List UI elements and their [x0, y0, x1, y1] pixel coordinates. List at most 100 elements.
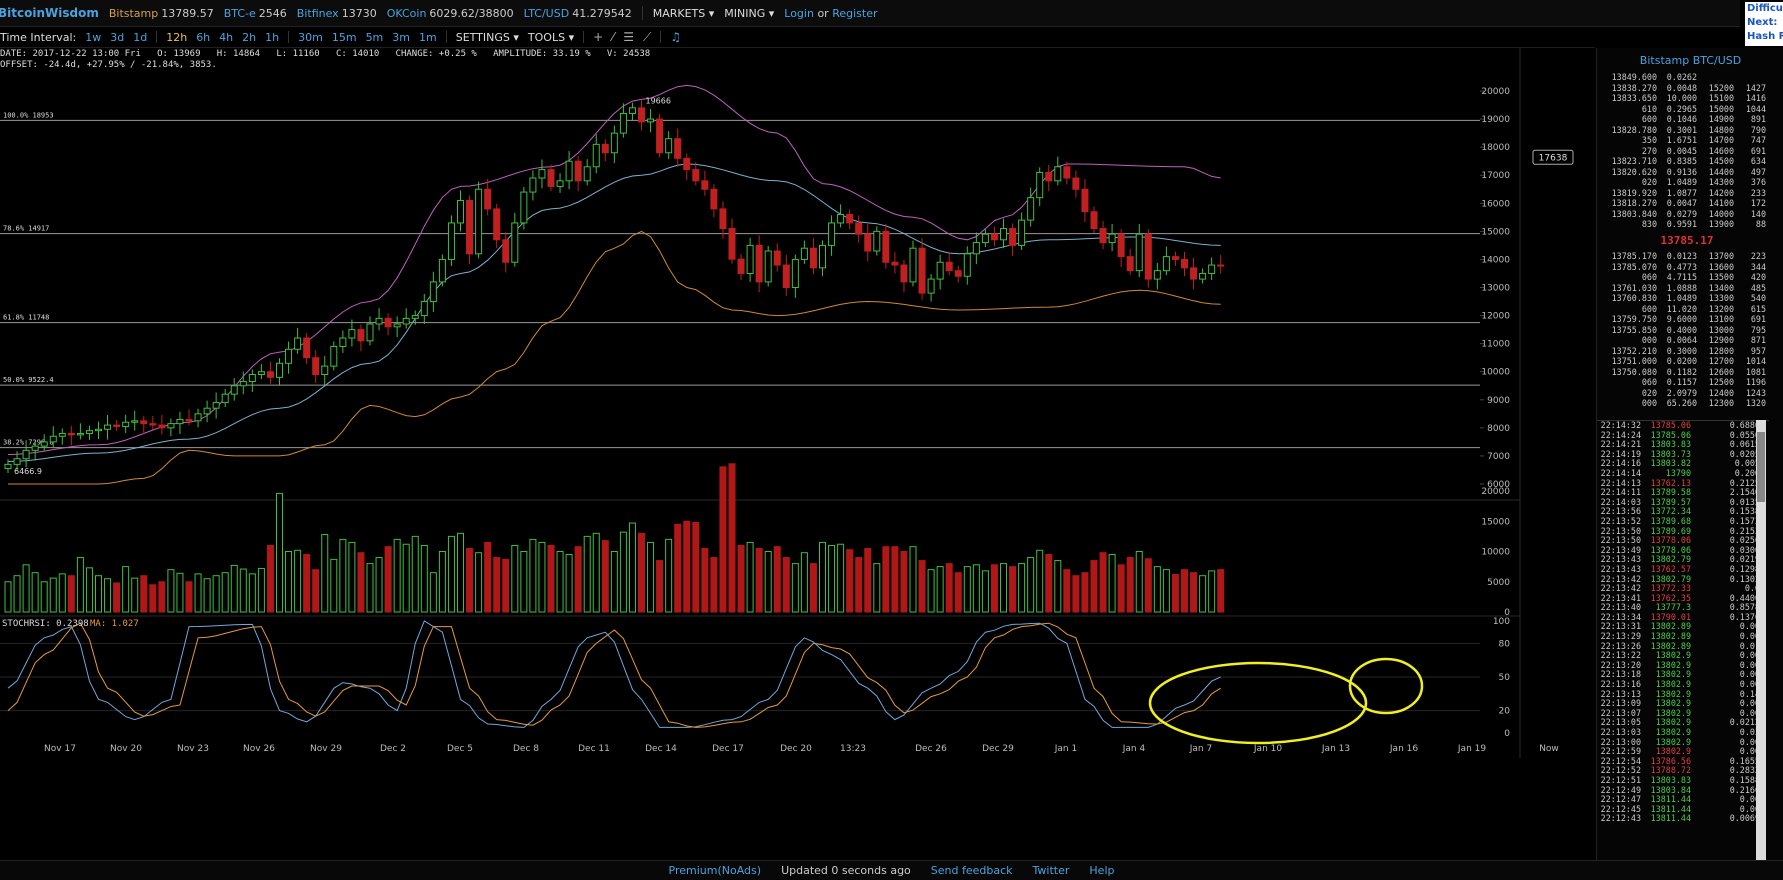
ask-row[interactable]: 13803.840 0.0279 14000 140 [1597, 209, 1766, 220]
interval-1m[interactable]: 1m [419, 30, 437, 44]
interval-3d[interactable]: 3d [110, 30, 125, 44]
volume-bar [556, 551, 564, 613]
interval-15m[interactable]: 15m [331, 30, 357, 44]
interval-5m[interactable]: 5m [365, 30, 384, 44]
ticker-btce[interactable]: BTC-e 2546 [223, 6, 287, 20]
x-axis-label: Dec 20 [780, 744, 812, 754]
volume-bar [773, 546, 781, 613]
trade-time: 22:13:16 [1600, 679, 1641, 690]
bid-row[interactable]: 13760.830 1.0489 13300 540 [1597, 293, 1766, 304]
interval-3m[interactable]: 3m [392, 30, 410, 44]
candle-body [1054, 166, 1062, 182]
ticker-bitstamp[interactable]: Bitstamp 13789.57 [108, 6, 214, 20]
mining-menu[interactable]: MINING ▾ [724, 6, 775, 20]
difficulty-panel[interactable]: Difficu Next: Hash R [1745, 2, 1783, 46]
trade-price: 13785.06 [1650, 420, 1691, 430]
candle-body [918, 247, 926, 294]
volume-bar [4, 581, 12, 613]
volume-bar [1009, 566, 1017, 613]
ask-row-price: 600 [1641, 114, 1657, 124]
candle-body [13, 458, 21, 465]
ask-row[interactable]: 13838.270 0.0048 15200 1427 [1597, 83, 1766, 94]
interval-12h[interactable]: 12h [166, 30, 188, 44]
ask-row-depth-total: 1416 [1745, 93, 1766, 103]
register-link[interactable]: Register [832, 6, 878, 20]
ask-row[interactable]: 600 0.1046 14900 891 [1597, 114, 1766, 125]
ask-row[interactable]: 13833.650 10.000 15100 1416 [1597, 93, 1766, 104]
alert-icon[interactable]: ♫ [670, 30, 682, 44]
bid-row[interactable]: 13785.070 0.4773 13600 344 [1597, 262, 1766, 273]
ask-row[interactable]: 13823.710 0.8385 14500 634 [1597, 156, 1766, 167]
ask-row[interactable]: 350 1.6751 14700 747 [1597, 135, 1766, 146]
stoch-tick-label: 100 [1493, 617, 1510, 627]
trade-time: 22:12:45 [1600, 803, 1641, 814]
ask-row[interactable]: 610 0.2965 15000 1044 [1597, 104, 1766, 115]
candle-body [248, 374, 256, 383]
trades-scrollbar[interactable] [1756, 420, 1766, 860]
brand-logo[interactable]: BitcoinWisdom [0, 6, 99, 20]
bid-row[interactable]: 13761.030 1.0888 13400 485 [1597, 283, 1766, 294]
divider [445, 31, 447, 43]
volume-bar [1090, 560, 1098, 613]
feedback-link[interactable]: Send feedback [930, 864, 1013, 877]
twitter-link[interactable]: Twitter [1032, 864, 1070, 877]
bid-row[interactable]: 020 2.0979 12400 1243 [1597, 388, 1766, 399]
ticker-okcoin[interactable]: OKCoin 6029.62/38800 [386, 6, 514, 20]
ask-row[interactable]: 13819.920 1.0877 14200 233 [1597, 188, 1766, 199]
candle-body [656, 118, 664, 154]
trades-scroll-thumb[interactable] [1757, 432, 1765, 502]
ask-row[interactable]: 830 0.9591 13900 88 [1597, 219, 1766, 230]
hline-icon[interactable]: ☰ [623, 30, 634, 44]
interval-1d[interactable]: 1d [133, 30, 148, 44]
candle-body [294, 337, 302, 350]
candle-body [610, 132, 618, 154]
interval-2h[interactable]: 2h [242, 30, 257, 44]
trade-time: 22:14:14 [1600, 467, 1641, 478]
bid-row[interactable]: 13759.750 9.6000 13100 691 [1597, 314, 1766, 325]
ask-row[interactable]: 13828.780 0.3001 14800 790 [1597, 125, 1766, 136]
trade-amount: 0.007 [1739, 707, 1765, 718]
bid-row[interactable]: 13755.850 0.4000 13000 795 [1597, 325, 1766, 336]
trade-row: 22:13:07 13802.9 0.007 [1597, 707, 1769, 719]
market-title[interactable]: Bitstamp BTC/USD [1639, 54, 1742, 67]
trade-row: 22:13:43 13762.57 0.12982 [1597, 564, 1769, 575]
candle-body [909, 247, 917, 283]
fib-level-label: 50.0% 9522.4 [3, 376, 54, 384]
trade-row: 22:13:13 13802.9 0.149 [1597, 689, 1769, 700]
bid-row[interactable]: 13750.080 0.1182 12600 1081 [1597, 367, 1766, 378]
price-tick-label: 14000 [1481, 255, 1510, 265]
ask-row[interactable]: 020 1.0489 14300 376 [1597, 177, 1766, 188]
ask-row[interactable]: 270 0.0045 14600 691 [1597, 146, 1766, 157]
ticker-bitfinex[interactable]: Bitfinex 13730 [296, 6, 377, 20]
ask-row[interactable]: 13820.620 0.9136 14400 497 [1597, 167, 1766, 178]
candle-body [438, 258, 446, 283]
bid-row[interactable]: 13785.170 0.0123 13700 223 [1597, 251, 1766, 262]
ticker-ltcusd[interactable]: LTC/USD 41.279542 [523, 6, 632, 20]
interval-6h[interactable]: 6h [196, 30, 211, 44]
bid-row[interactable]: 060 0.1157 12500 1196 [1597, 377, 1766, 388]
settings-menu[interactable]: SETTINGS ▾ [455, 30, 519, 44]
interval-4h[interactable]: 4h [219, 30, 234, 44]
candle-body [303, 337, 311, 359]
login-link[interactable]: Login [784, 6, 814, 20]
bid-row[interactable]: 000 65.260 12300 1320 [1597, 398, 1766, 409]
fib-icon[interactable]: ⟋ [642, 29, 652, 44]
price-chart[interactable]: 6000700080009000100001100012000130001400… [0, 48, 1595, 860]
bid-row[interactable]: 13752.210 0.3000 12800 957 [1597, 346, 1766, 357]
help-link[interactable]: Help [1089, 864, 1115, 877]
bid-row[interactable]: 13751.000 0.0200 12700 1014 [1597, 356, 1766, 367]
markets-menu[interactable]: MARKETS ▾ [652, 6, 715, 20]
tools-menu[interactable]: TOOLS ▾ [527, 30, 575, 44]
line-icon[interactable]: ⁄ [612, 30, 615, 44]
bid-row[interactable]: 000 0.0064 12900 871 [1597, 335, 1766, 346]
bid-row[interactable]: 600 11.020 13200 615 [1597, 304, 1766, 315]
interval-30m[interactable]: 30m [298, 30, 323, 44]
interval-1h[interactable]: 1h [265, 30, 280, 44]
ask-row[interactable]: 13849.600 0.0262 [1597, 72, 1766, 83]
premium-link[interactable]: Premium(NoAds) [668, 864, 762, 877]
interval-1w[interactable]: 1w [85, 30, 102, 44]
crosshair-icon[interactable]: + [593, 30, 604, 44]
ask-row[interactable]: 13818.270 0.0047 14100 172 [1597, 198, 1766, 209]
volume-bar [936, 566, 944, 613]
bid-row[interactable]: 060 4.7115 13500 420 [1597, 272, 1766, 283]
